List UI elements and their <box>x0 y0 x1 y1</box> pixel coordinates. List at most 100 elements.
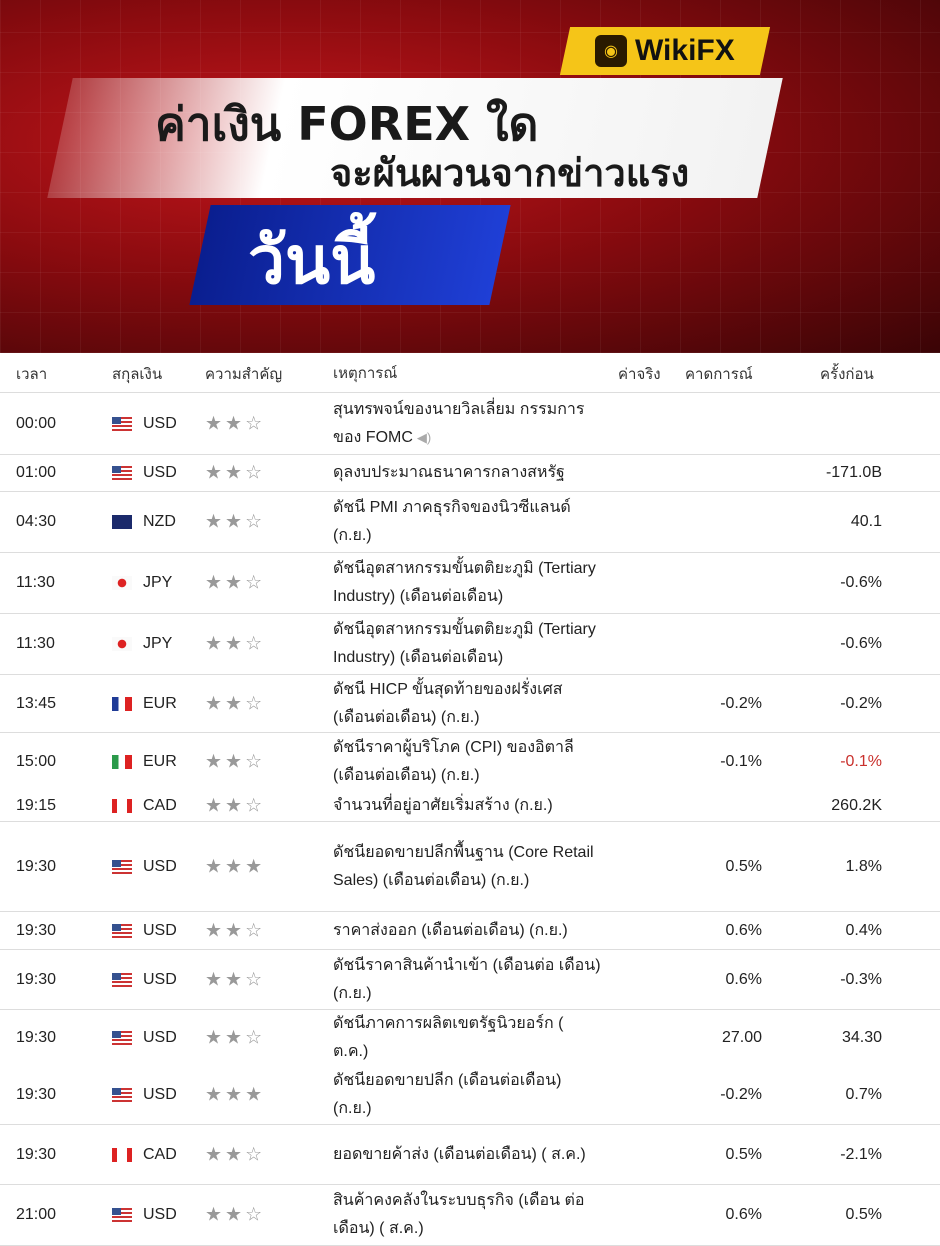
previous-value: -0.6% <box>840 635 882 652</box>
table-row[interactable]: 19:30 USD ★★☆ ดัชนีภาคการผลิตเขตรัฐนิวยอ… <box>0 1010 940 1065</box>
table-row[interactable]: 19:15 CAD ★★☆ จำนวนที่อยู่อาศัยเริ่มสร้า… <box>0 790 940 822</box>
event-text: ดุลงบประมาณธนาคารกลางสหรัฐ <box>333 464 565 481</box>
forecast-value: 0.6% <box>725 1206 762 1223</box>
importance-stars-icon: ★★☆ <box>205 572 266 594</box>
event-time: 01:00 <box>16 464 57 481</box>
flag-icon <box>112 515 132 529</box>
currency: EUR <box>143 752 177 770</box>
event-time: 19:30 <box>16 970 57 988</box>
event-name[interactable]: ดัชนีภาคการผลิตเขตรัฐนิวยอร์ก ( ต.ค.) <box>333 1010 603 1066</box>
importance-stars-icon: ★★☆ <box>205 1144 266 1165</box>
table-row[interactable]: 19:30 CAD ★★☆ ยอดขายค้าส่ง (เดือนต่อเดือ… <box>0 1125 940 1185</box>
event-name[interactable]: ดุลงบประมาณธนาคารกลางสหรัฐ <box>333 459 603 487</box>
event-name[interactable]: สินค้าคงคลังในระบบธุรกิจ (เดือน ต่อเดือน… <box>333 1187 603 1243</box>
table-row[interactable]: 19:30 USD ★★★ ดัชนียอดขายปลีกพื้นฐาน (Co… <box>0 822 940 912</box>
flag-icon <box>112 1147 132 1162</box>
table-row[interactable]: 04:30 NZD ★★☆ ดัชนี PMI ภาคธุรกิจของนิวซ… <box>0 492 940 553</box>
event-time: 19:30 <box>16 921 57 939</box>
flag-icon <box>112 637 132 651</box>
currency: CAD <box>143 796 177 814</box>
event-text: จำนวนที่อยู่อาศัยเริ่มสร้าง (ก.ย.) <box>333 796 553 814</box>
event-text: ดัชนี HICP ขั้นสุดท้ายของฝรั่งเศส (เดือน… <box>333 680 563 726</box>
flag-icon <box>112 576 132 590</box>
event-text: ดัชนีอุตสาหกรรมขั้นตติยะภูมิ (Tertiary I… <box>333 621 596 666</box>
previous-value: -0.3% <box>840 970 882 988</box>
table-row[interactable]: 11:30 JPY ★★☆ ดัชนีอุตสาหกรรมขั้นตติยะภู… <box>0 614 940 675</box>
header-forecast: คาดการณ์ <box>685 365 753 383</box>
flag-icon <box>112 1030 132 1045</box>
previous-value: 0.5% <box>845 1206 882 1223</box>
table-header: เวลา สกุลเงิน ความสำคัญ เหตุการณ์ ค่าจริ… <box>0 355 940 393</box>
previous-value: 0.7% <box>845 1085 882 1103</box>
event-time: 00:00 <box>16 414 57 432</box>
currency: USD <box>143 1206 177 1223</box>
wikifx-badge: ◉ WikiFX <box>559 27 771 75</box>
event-time: 11:30 <box>16 574 55 591</box>
forecast-value: -0.1% <box>720 752 762 770</box>
previous-value: 34.30 <box>841 1028 882 1046</box>
event-name[interactable]: ดัชนีอุตสาหกรรมขั้นตติยะภูมิ (Tertiary I… <box>333 616 603 672</box>
flag-icon <box>112 696 132 711</box>
currency: USD <box>143 921 177 939</box>
banner-title-line1: ค่าเงิน FOREX ใด <box>155 97 539 151</box>
economic-calendar-table: เวลา สกุลเงิน ความสำคัญ เหตุการณ์ ค่าจริ… <box>0 355 940 1246</box>
importance-stars-icon: ★★☆ <box>205 1204 266 1226</box>
brand-name: WikiFX <box>635 34 735 67</box>
previous-value: -0.6% <box>840 574 882 591</box>
forecast-value: 0.5% <box>725 1145 762 1163</box>
event-name[interactable]: ดัชนี HICP ขั้นสุดท้ายของฝรั่งเศส (เดือน… <box>333 676 603 732</box>
importance-stars-icon: ★★☆ <box>205 795 266 816</box>
table-row[interactable]: 11:30 JPY ★★☆ ดัชนีอุตสาหกรรมขั้นตติยะภู… <box>0 553 940 614</box>
table-row[interactable]: 13:45 EUR ★★☆ ดัชนี HICP ขั้นสุดท้ายของฝ… <box>0 675 940 733</box>
previous-value: 1.8% <box>845 857 882 875</box>
table-row[interactable]: 01:00 USD ★★☆ ดุลงบประมาณธนาคารกลางสหรัฐ… <box>0 455 940 492</box>
event-name[interactable]: ดัชนียอดขายปลีก (เดือนต่อเดือน) (ก.ย.) <box>333 1067 603 1123</box>
event-name[interactable]: ดัชนีราคาผู้บริโภค (CPI) ของอิตาลี (เดือ… <box>333 734 603 790</box>
currency: USD <box>143 970 177 988</box>
flag-icon <box>112 798 132 813</box>
event-name[interactable]: ยอดขายค้าส่ง (เดือนต่อเดือน) ( ส.ค.) <box>333 1141 603 1169</box>
event-text: ราคาส่งออก (เดือนต่อเดือน) (ก.ย.) <box>333 921 568 939</box>
importance-stars-icon: ★★☆ <box>205 413 266 434</box>
currency: JPY <box>143 635 173 652</box>
header-event: เหตุการณ์ <box>333 364 398 382</box>
event-name[interactable]: ดัชนีราคาสินค้านำเข้า (เดือนต่อ เดือน) (… <box>333 952 603 1008</box>
banner: ◉ WikiFX ค่าเงิน FOREX ใด จะผันผวนจากข่า… <box>0 0 940 353</box>
importance-stars-icon: ★★★ <box>205 1084 266 1105</box>
speaker-icon[interactable]: ◀) <box>416 429 432 445</box>
event-text: ดัชนีอุตสาหกรรมขั้นตติยะภูมิ (Tertiary I… <box>333 560 596 605</box>
previous-value: -0.2% <box>840 694 882 712</box>
currency: USD <box>143 464 177 481</box>
table-row[interactable]: 15:00 EUR ★★☆ ดัชนีราคาผู้บริโภค (CPI) ข… <box>0 733 940 790</box>
flag-icon <box>112 416 132 431</box>
table-row[interactable]: 00:00 USD ★★☆ สุนทรพจน์ของนายวิลเลี่ยม ก… <box>0 393 940 455</box>
event-name[interactable]: ดัชนีอุตสาหกรรมขั้นตติยะภูมิ (Tertiary I… <box>333 555 603 611</box>
flag-icon <box>112 859 132 874</box>
importance-stars-icon: ★★☆ <box>205 693 266 714</box>
importance-stars-icon: ★★☆ <box>205 511 266 533</box>
event-name[interactable]: ดัชนี PMI ภาคธุรกิจของนิวซีแลนด์ (ก.ย.) <box>333 494 603 550</box>
table-row[interactable]: 19:30 USD ★★☆ ดัชนีราคาสินค้านำเข้า (เดื… <box>0 950 940 1010</box>
header-previous: ครั้งก่อน <box>820 365 874 383</box>
event-text: ดัชนีราคาผู้บริโภค (CPI) ของอิตาลี (เดือ… <box>333 738 574 784</box>
event-name[interactable]: ราคาส่งออก (เดือนต่อเดือน) (ก.ย.) <box>333 917 603 945</box>
banner-title-line3: วันนี้ <box>248 222 376 299</box>
forecast-value: 0.6% <box>725 970 762 988</box>
event-name[interactable]: จำนวนที่อยู่อาศัยเริ่มสร้าง (ก.ย.) <box>333 792 603 820</box>
table-row[interactable]: 21:00 USD ★★☆ สินค้าคงคลังในระบบธุรกิจ (… <box>0 1185 940 1246</box>
wikifx-logo-icon: ◉ <box>595 35 628 67</box>
importance-stars-icon: ★★☆ <box>205 462 266 484</box>
event-text: ยอดขายค้าส่ง (เดือนต่อเดือน) ( ส.ค.) <box>333 1145 586 1163</box>
table-row[interactable]: 19:30 USD ★★★ ดัชนียอดขายปลีก (เดือนต่อเ… <box>0 1065 940 1125</box>
event-time: 21:00 <box>16 1206 57 1223</box>
currency: JPY <box>143 574 173 591</box>
header-importance: ความสำคัญ <box>205 365 283 383</box>
flag-icon <box>112 466 132 480</box>
table-row[interactable]: 19:30 USD ★★☆ ราคาส่งออก (เดือนต่อเดือน)… <box>0 912 940 950</box>
event-text: สินค้าคงคลังในระบบธุรกิจ (เดือน ต่อเดือน… <box>333 1192 585 1237</box>
event-name[interactable]: ดัชนียอดขายปลีกพื้นฐาน (Core Retail Sale… <box>333 839 603 895</box>
header-time: เวลา <box>16 365 48 383</box>
event-name[interactable]: สุนทรพจน์ของนายวิลเลี่ยม กรรมการของ FOMC… <box>333 396 603 452</box>
event-text: ดัชนียอดขายปลีก (เดือนต่อเดือน) (ก.ย.) <box>333 1071 562 1117</box>
previous-value: -0.1% <box>840 752 882 770</box>
